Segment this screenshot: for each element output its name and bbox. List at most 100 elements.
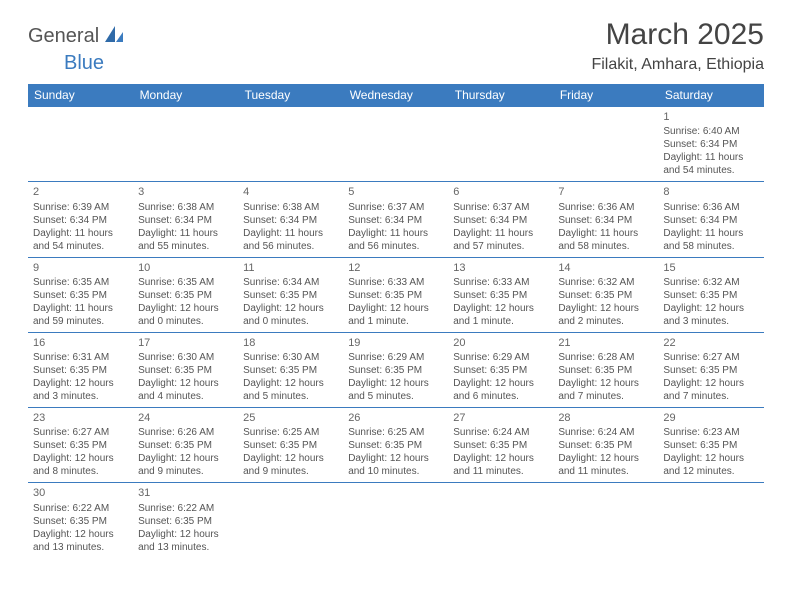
- daylight-text: Daylight: 12 hours and 5 minutes.: [243, 377, 338, 403]
- sunrise-text: Sunrise: 6:38 AM: [243, 201, 338, 214]
- calendar-empty-cell: [238, 107, 343, 182]
- sunrise-text: Sunrise: 6:36 AM: [558, 201, 653, 214]
- calendar-day-cell: 5Sunrise: 6:37 AMSunset: 6:34 PMDaylight…: [343, 182, 448, 257]
- calendar-day-cell: 14Sunrise: 6:32 AMSunset: 6:35 PMDayligh…: [553, 257, 658, 332]
- sunrise-text: Sunrise: 6:36 AM: [663, 201, 758, 214]
- sunset-text: Sunset: 6:35 PM: [348, 364, 443, 377]
- daylight-text: Daylight: 12 hours and 6 minutes.: [453, 377, 548, 403]
- day-number: 28: [558, 411, 653, 425]
- day-number: 18: [243, 336, 338, 350]
- calendar-day-cell: 27Sunrise: 6:24 AMSunset: 6:35 PMDayligh…: [448, 408, 553, 483]
- daylight-text: Daylight: 12 hours and 1 minute.: [453, 302, 548, 328]
- sunset-text: Sunset: 6:35 PM: [663, 364, 758, 377]
- calendar-day-cell: 1Sunrise: 6:40 AMSunset: 6:34 PMDaylight…: [658, 107, 763, 182]
- calendar-body: 1Sunrise: 6:40 AMSunset: 6:34 PMDaylight…: [28, 107, 764, 558]
- sunrise-text: Sunrise: 6:26 AM: [138, 426, 233, 439]
- calendar-day-cell: 6Sunrise: 6:37 AMSunset: 6:34 PMDaylight…: [448, 182, 553, 257]
- sunrise-text: Sunrise: 6:24 AM: [558, 426, 653, 439]
- sunset-text: Sunset: 6:35 PM: [138, 439, 233, 452]
- day-number: 10: [138, 261, 233, 275]
- calendar-day-cell: 26Sunrise: 6:25 AMSunset: 6:35 PMDayligh…: [343, 408, 448, 483]
- daylight-text: Daylight: 11 hours and 57 minutes.: [453, 227, 548, 253]
- calendar-day-cell: 17Sunrise: 6:30 AMSunset: 6:35 PMDayligh…: [133, 332, 238, 407]
- sunrise-text: Sunrise: 6:28 AM: [558, 351, 653, 364]
- daylight-text: Daylight: 12 hours and 13 minutes.: [138, 528, 233, 554]
- sunrise-text: Sunrise: 6:32 AM: [558, 276, 653, 289]
- calendar-empty-cell: [343, 107, 448, 182]
- weekday-header: Tuesday: [238, 84, 343, 107]
- calendar-day-cell: 10Sunrise: 6:35 AMSunset: 6:35 PMDayligh…: [133, 257, 238, 332]
- sunset-text: Sunset: 6:35 PM: [558, 364, 653, 377]
- day-number: 5: [348, 185, 443, 199]
- day-number: 2: [33, 185, 128, 199]
- weekday-header: Monday: [133, 84, 238, 107]
- sunset-text: Sunset: 6:34 PM: [243, 214, 338, 227]
- calendar-day-cell: 13Sunrise: 6:33 AMSunset: 6:35 PMDayligh…: [448, 257, 553, 332]
- calendar-day-cell: 31Sunrise: 6:22 AMSunset: 6:35 PMDayligh…: [133, 483, 238, 558]
- calendar-week-row: 23Sunrise: 6:27 AMSunset: 6:35 PMDayligh…: [28, 408, 764, 483]
- brand-name-b: Blue: [64, 52, 104, 75]
- month-title: March 2025: [591, 18, 764, 52]
- sunset-text: Sunset: 6:35 PM: [243, 289, 338, 302]
- daylight-text: Daylight: 12 hours and 1 minute.: [348, 302, 443, 328]
- daylight-text: Daylight: 12 hours and 7 minutes.: [663, 377, 758, 403]
- weekday-header: Sunday: [28, 84, 133, 107]
- calendar-empty-cell: [553, 483, 658, 558]
- daylight-text: Daylight: 12 hours and 12 minutes.: [663, 452, 758, 478]
- sunrise-text: Sunrise: 6:25 AM: [243, 426, 338, 439]
- sunrise-text: Sunrise: 6:29 AM: [348, 351, 443, 364]
- daylight-text: Daylight: 12 hours and 9 minutes.: [243, 452, 338, 478]
- daylight-text: Daylight: 11 hours and 58 minutes.: [558, 227, 653, 253]
- calendar-empty-cell: [238, 483, 343, 558]
- weekday-header: Wednesday: [343, 84, 448, 107]
- calendar-empty-cell: [553, 107, 658, 182]
- sunset-text: Sunset: 6:35 PM: [453, 289, 548, 302]
- calendar-day-cell: 23Sunrise: 6:27 AMSunset: 6:35 PMDayligh…: [28, 408, 133, 483]
- day-number: 12: [348, 261, 443, 275]
- day-number: 1: [663, 110, 758, 124]
- day-number: 29: [663, 411, 758, 425]
- daylight-text: Daylight: 12 hours and 11 minutes.: [453, 452, 548, 478]
- sunset-text: Sunset: 6:35 PM: [663, 289, 758, 302]
- daylight-text: Daylight: 11 hours and 55 minutes.: [138, 227, 233, 253]
- calendar-day-cell: 21Sunrise: 6:28 AMSunset: 6:35 PMDayligh…: [553, 332, 658, 407]
- sunset-text: Sunset: 6:34 PM: [453, 214, 548, 227]
- day-number: 24: [138, 411, 233, 425]
- sunrise-text: Sunrise: 6:31 AM: [33, 351, 128, 364]
- sunrise-text: Sunrise: 6:30 AM: [243, 351, 338, 364]
- calendar-day-cell: 11Sunrise: 6:34 AMSunset: 6:35 PMDayligh…: [238, 257, 343, 332]
- calendar-day-cell: 18Sunrise: 6:30 AMSunset: 6:35 PMDayligh…: [238, 332, 343, 407]
- sunrise-text: Sunrise: 6:37 AM: [453, 201, 548, 214]
- sunrise-text: Sunrise: 6:23 AM: [663, 426, 758, 439]
- sunset-text: Sunset: 6:35 PM: [33, 515, 128, 528]
- day-number: 21: [558, 336, 653, 350]
- day-number: 9: [33, 261, 128, 275]
- daylight-text: Daylight: 11 hours and 54 minutes.: [33, 227, 128, 253]
- calendar-empty-cell: [448, 107, 553, 182]
- daylight-text: Daylight: 11 hours and 59 minutes.: [33, 302, 128, 328]
- page-header: General March 2025 Filakit, Amhara, Ethi…: [28, 18, 764, 74]
- calendar-day-cell: 29Sunrise: 6:23 AMSunset: 6:35 PMDayligh…: [658, 408, 763, 483]
- calendar-day-cell: 4Sunrise: 6:38 AMSunset: 6:34 PMDaylight…: [238, 182, 343, 257]
- calendar-day-cell: 19Sunrise: 6:29 AMSunset: 6:35 PMDayligh…: [343, 332, 448, 407]
- daylight-text: Daylight: 11 hours and 54 minutes.: [663, 151, 758, 177]
- sunset-text: Sunset: 6:35 PM: [453, 439, 548, 452]
- calendar-day-cell: 8Sunrise: 6:36 AMSunset: 6:34 PMDaylight…: [658, 182, 763, 257]
- calendar-day-cell: 15Sunrise: 6:32 AMSunset: 6:35 PMDayligh…: [658, 257, 763, 332]
- daylight-text: Daylight: 12 hours and 10 minutes.: [348, 452, 443, 478]
- calendar-day-cell: 30Sunrise: 6:22 AMSunset: 6:35 PMDayligh…: [28, 483, 133, 558]
- daylight-text: Daylight: 11 hours and 56 minutes.: [348, 227, 443, 253]
- day-number: 8: [663, 185, 758, 199]
- day-number: 27: [453, 411, 548, 425]
- sunset-text: Sunset: 6:35 PM: [243, 439, 338, 452]
- sunrise-text: Sunrise: 6:40 AM: [663, 125, 758, 138]
- sunset-text: Sunset: 6:35 PM: [453, 364, 548, 377]
- sunrise-text: Sunrise: 6:32 AM: [663, 276, 758, 289]
- calendar-table: SundayMondayTuesdayWednesdayThursdayFrid…: [28, 84, 764, 558]
- calendar-empty-cell: [28, 107, 133, 182]
- brand-logo: General: [28, 18, 127, 49]
- sunset-text: Sunset: 6:35 PM: [348, 289, 443, 302]
- day-number: 20: [453, 336, 548, 350]
- day-number: 30: [33, 486, 128, 500]
- day-number: 4: [243, 185, 338, 199]
